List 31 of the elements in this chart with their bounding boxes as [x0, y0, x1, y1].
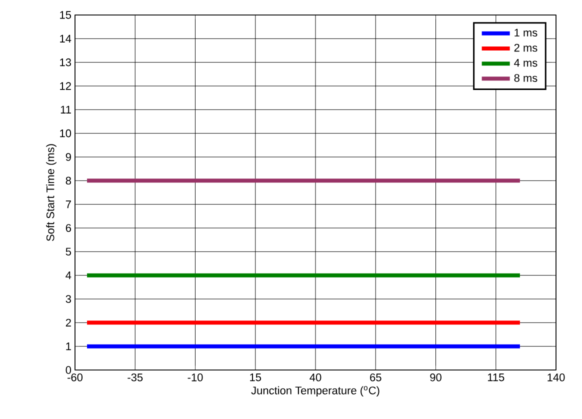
- y-tick-label: 12: [60, 82, 71, 90]
- x-tick-label: 115: [488, 374, 504, 382]
- y-tick-label: 5: [66, 248, 72, 256]
- y-tick-label: 2: [66, 318, 71, 327]
- legend-label: 4 ms: [514, 59, 538, 67]
- x-tick-label: 65: [370, 374, 382, 382]
- y-tick-label: 9: [66, 153, 71, 161]
- x-tick-label: -60: [68, 374, 83, 382]
- y-tick-label: 8: [66, 176, 72, 185]
- y-tick-label: 4: [66, 272, 72, 280]
- y-tick-label: 14: [60, 34, 72, 42]
- y-tick-label: 11: [60, 106, 71, 114]
- x-tick-label: 140: [548, 374, 565, 382]
- x-tick-label: -10: [188, 374, 203, 382]
- y-tick-label: 3: [66, 295, 72, 303]
- x-tick-label: 40: [310, 374, 322, 382]
- y-tick-label: 15: [60, 11, 72, 19]
- y-tick-label: 1: [66, 342, 71, 350]
- x-tick-label: -35: [128, 374, 143, 382]
- legend-label: 2 ms: [514, 44, 538, 52]
- y-tick-label: 7: [66, 200, 71, 208]
- x-axis-title: Junction Temperature ($^{o}$C): [251, 386, 380, 397]
- legend-label: 1 ms: [514, 28, 538, 37]
- x-tick-label: 15: [250, 374, 262, 382]
- y-tick-label: 13: [60, 58, 72, 66]
- y-tick-label: 0: [66, 366, 72, 374]
- x-tick-label: 90: [430, 374, 442, 382]
- y-axis-title: Soft Start Time (ms): [46, 144, 56, 241]
- legend-label: 8 ms: [514, 74, 538, 82]
- y-tick-label: 6: [66, 224, 72, 232]
- y-tick-label: 10: [60, 129, 72, 138]
